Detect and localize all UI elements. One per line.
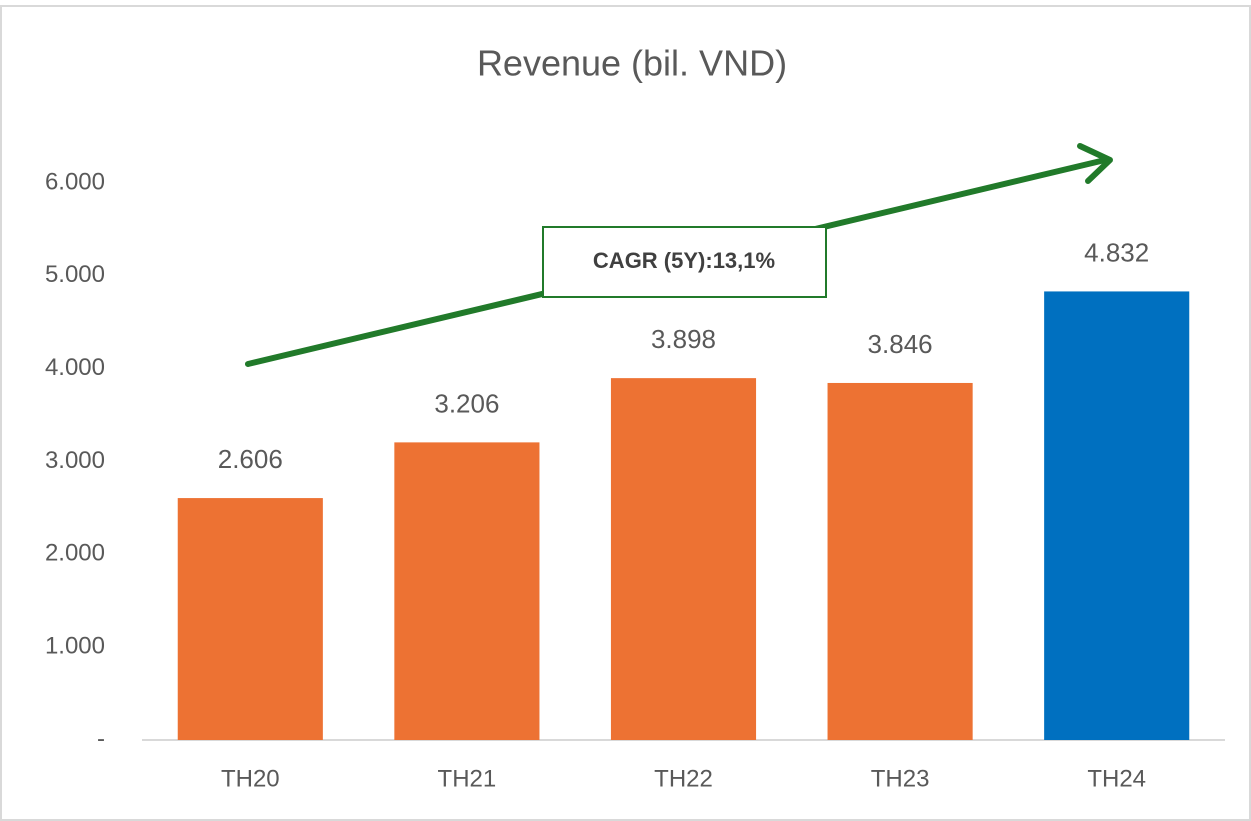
- x-tick-label: TH24: [1087, 765, 1146, 792]
- bar: [827, 382, 973, 740]
- y-tick-label: 4.000: [45, 354, 105, 381]
- y-tick-label: 2.000: [45, 540, 105, 567]
- bar: [610, 378, 757, 740]
- arrow-head: [1077, 143, 1113, 184]
- y-tick-label: 5.000: [45, 261, 105, 288]
- bar: [394, 442, 540, 740]
- y-tick-label: 3.000: [45, 447, 105, 474]
- chart-title: Revenue (bil. VND): [477, 43, 787, 84]
- data-label: 4.832: [1084, 237, 1149, 267]
- bar: [1044, 291, 1190, 740]
- x-tick-label: TH23: [871, 765, 930, 792]
- y-tick-label: 6.000: [45, 168, 105, 195]
- data-label: 3.206: [434, 388, 499, 418]
- x-tick-label: TH21: [438, 765, 497, 792]
- annotation-box: [542, 226, 827, 298]
- data-label: 3.846: [868, 329, 933, 359]
- y-tick-label: -: [97, 725, 105, 752]
- bar: [177, 498, 323, 740]
- annotation: CAGR (5Y):13,1%: [593, 248, 775, 273]
- data-label: 2.606: [218, 444, 283, 474]
- data-label: 3.898: [651, 324, 716, 354]
- x-tick-label: TH22: [654, 765, 713, 792]
- y-tick-label: 1.000: [45, 633, 105, 660]
- x-tick-label: TH20: [221, 765, 280, 792]
